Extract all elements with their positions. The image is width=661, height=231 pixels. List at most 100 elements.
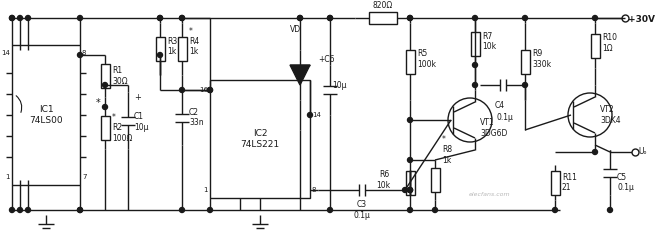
Bar [405, 49, 414, 73]
Text: IC2
74LS221: IC2 74LS221 [241, 129, 280, 149]
Circle shape [473, 82, 477, 88]
Circle shape [592, 15, 598, 21]
Bar [178, 37, 186, 61]
Circle shape [180, 88, 184, 92]
Text: 0.1μ: 0.1μ [496, 112, 514, 122]
Text: *: * [96, 98, 100, 108]
Circle shape [327, 207, 332, 213]
Circle shape [157, 15, 163, 21]
Circle shape [297, 15, 303, 21]
Bar [368, 12, 397, 24]
Circle shape [407, 158, 412, 162]
Text: R9
330k: R9 330k [532, 49, 551, 69]
Text: 10μ: 10μ [332, 80, 346, 89]
Text: R5
100k: R5 100k [417, 49, 436, 69]
Text: 8: 8 [312, 187, 317, 193]
Text: C5
0.1μ: C5 0.1μ [617, 173, 634, 192]
Circle shape [407, 188, 412, 192]
Text: 8: 8 [82, 50, 87, 56]
Text: +C6: +C6 [318, 55, 334, 64]
Circle shape [297, 15, 303, 21]
Text: 16: 16 [199, 87, 208, 93]
Circle shape [77, 207, 83, 213]
Text: C3
0.1μ: C3 0.1μ [353, 200, 370, 220]
Circle shape [403, 188, 407, 192]
Text: R11
21: R11 21 [562, 173, 577, 192]
Text: 7: 7 [82, 174, 87, 180]
Circle shape [432, 207, 438, 213]
Text: 14: 14 [1, 50, 10, 56]
Text: VT2
3DK4: VT2 3DK4 [600, 105, 621, 125]
Circle shape [473, 63, 477, 67]
Circle shape [77, 15, 83, 21]
Bar [100, 64, 110, 88]
Circle shape [26, 15, 30, 21]
Text: *
R2
100Ω: * R2 100Ω [112, 113, 132, 143]
Circle shape [407, 15, 412, 21]
Circle shape [407, 118, 412, 122]
Bar [12, 45, 80, 185]
Text: Uₒ: Uₒ [638, 148, 646, 156]
Circle shape [327, 15, 332, 21]
Circle shape [17, 15, 22, 21]
Circle shape [592, 149, 598, 155]
Circle shape [327, 15, 332, 21]
Bar [551, 170, 559, 195]
Text: R10
1Ω: R10 1Ω [602, 33, 617, 53]
Text: IC1
74LS00: IC1 74LS00 [29, 105, 63, 125]
Circle shape [77, 52, 83, 58]
Text: R12
820Ω: R12 820Ω [372, 0, 393, 10]
Circle shape [157, 15, 163, 21]
Text: elecfans.com: elecfans.com [469, 192, 511, 198]
Text: R6
10k: R6 10k [376, 170, 390, 190]
Circle shape [180, 15, 184, 21]
Circle shape [407, 188, 412, 192]
Bar [590, 33, 600, 58]
Circle shape [473, 15, 477, 21]
Text: R7
10k: R7 10k [482, 32, 496, 51]
Circle shape [157, 52, 163, 58]
Circle shape [407, 188, 412, 192]
Text: +: + [134, 92, 141, 101]
Bar [100, 116, 110, 140]
Circle shape [77, 207, 83, 213]
Bar [430, 168, 440, 192]
Circle shape [180, 15, 184, 21]
Circle shape [208, 207, 212, 213]
Text: VD: VD [290, 25, 301, 34]
Bar [520, 49, 529, 73]
Circle shape [9, 15, 15, 21]
Bar [155, 37, 165, 61]
Circle shape [26, 207, 30, 213]
Text: C1
10μ: C1 10μ [134, 112, 149, 132]
Circle shape [180, 207, 184, 213]
Circle shape [407, 207, 412, 213]
Circle shape [407, 15, 412, 21]
Circle shape [522, 82, 527, 88]
Text: *
R8
1k: * R8 1k [442, 135, 452, 165]
Text: 1: 1 [5, 174, 10, 180]
Circle shape [307, 112, 313, 118]
Circle shape [208, 88, 212, 92]
Circle shape [607, 207, 613, 213]
Bar [471, 32, 479, 56]
Circle shape [9, 15, 15, 21]
Circle shape [208, 88, 212, 92]
Bar [210, 80, 310, 198]
Text: R3
1k: R3 1k [167, 37, 177, 56]
Text: R1
30Ω: R1 30Ω [112, 66, 128, 86]
Text: VT1
3DG6D: VT1 3DG6D [480, 118, 508, 138]
Polygon shape [290, 65, 310, 85]
Text: 14: 14 [312, 112, 321, 118]
Text: C2
33n: C2 33n [189, 108, 204, 127]
Circle shape [102, 82, 108, 88]
Text: *
R4
1k: * R4 1k [189, 27, 199, 56]
Text: +30V: +30V [628, 15, 655, 24]
Circle shape [102, 104, 108, 109]
Bar [405, 170, 414, 195]
Circle shape [522, 15, 527, 21]
Circle shape [553, 207, 557, 213]
Text: 1: 1 [204, 187, 208, 193]
Text: C4: C4 [495, 100, 505, 109]
Circle shape [9, 207, 15, 213]
